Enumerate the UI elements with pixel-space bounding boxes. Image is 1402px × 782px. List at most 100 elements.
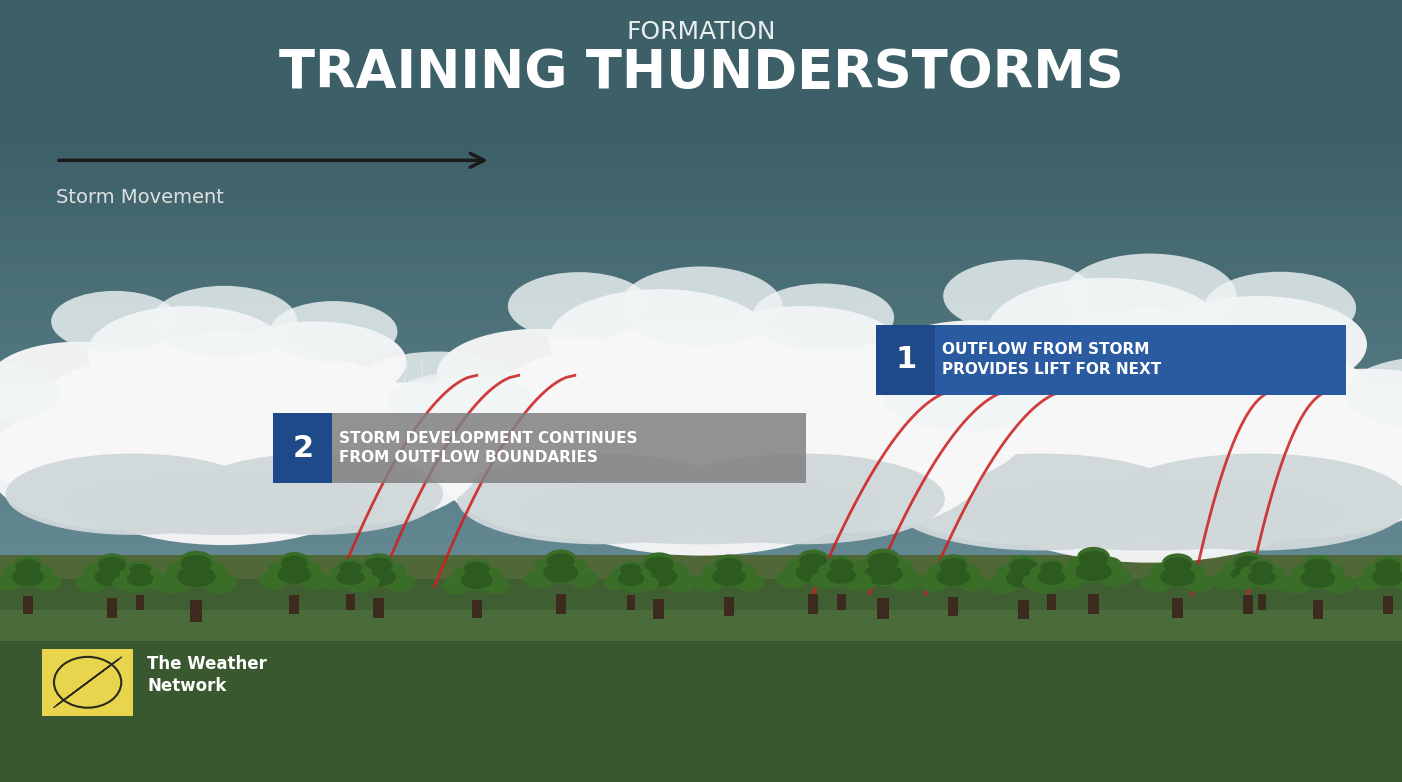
- Bar: [1258, 594, 1266, 610]
- Bar: [0, 317, 1402, 321]
- Ellipse shape: [376, 375, 620, 488]
- Text: STORM DEVELOPMENT CONTINUES
FROM OUTFLOW BOUNDARIES: STORM DEVELOPMENT CONTINUES FROM OUTFLOW…: [339, 431, 638, 465]
- Ellipse shape: [112, 576, 136, 590]
- Ellipse shape: [635, 576, 659, 590]
- Bar: [0, 769, 1402, 773]
- Bar: [723, 597, 735, 616]
- Bar: [0, 564, 1402, 567]
- Bar: [0, 596, 1402, 599]
- Ellipse shape: [181, 555, 212, 572]
- Ellipse shape: [1374, 556, 1402, 573]
- Ellipse shape: [987, 278, 1225, 387]
- Ellipse shape: [934, 562, 973, 587]
- Bar: [0, 439, 1402, 442]
- Ellipse shape: [1179, 563, 1206, 579]
- Ellipse shape: [1228, 560, 1267, 585]
- FancyBboxPatch shape: [0, 626, 1402, 782]
- Ellipse shape: [715, 558, 743, 573]
- Bar: [0, 237, 1402, 240]
- Text: TRAINING THUNDERSTORMS: TRAINING THUNDERSTORMS: [279, 47, 1123, 99]
- Ellipse shape: [1251, 561, 1273, 574]
- Ellipse shape: [294, 561, 321, 576]
- Bar: [0, 644, 1402, 647]
- Bar: [0, 756, 1402, 759]
- Ellipse shape: [6, 454, 261, 535]
- Ellipse shape: [14, 556, 42, 573]
- Ellipse shape: [1354, 573, 1384, 591]
- Ellipse shape: [174, 560, 220, 589]
- Bar: [0, 727, 1402, 730]
- Bar: [0, 263, 1402, 266]
- Bar: [0, 449, 1402, 452]
- Bar: [0, 500, 1402, 503]
- Bar: [0, 208, 1402, 211]
- Bar: [0, 779, 1402, 782]
- Bar: [948, 597, 959, 616]
- Ellipse shape: [388, 372, 534, 433]
- Bar: [0, 278, 1402, 282]
- Ellipse shape: [519, 396, 885, 555]
- Bar: [0, 705, 1402, 708]
- Ellipse shape: [179, 357, 416, 468]
- Bar: [0, 211, 1402, 214]
- Ellipse shape: [279, 552, 310, 571]
- Ellipse shape: [297, 382, 516, 484]
- Bar: [0, 759, 1402, 762]
- Bar: [0, 432, 1402, 436]
- Bar: [0, 400, 1402, 404]
- Bar: [0, 583, 1402, 586]
- Bar: [0, 673, 1402, 676]
- Ellipse shape: [712, 568, 746, 586]
- Ellipse shape: [823, 563, 859, 585]
- Ellipse shape: [259, 571, 289, 590]
- Ellipse shape: [358, 561, 400, 588]
- Ellipse shape: [1213, 571, 1242, 590]
- Bar: [0, 548, 1402, 551]
- Ellipse shape: [268, 561, 294, 576]
- Ellipse shape: [1248, 561, 1274, 576]
- Ellipse shape: [729, 563, 756, 579]
- Bar: [0, 561, 1402, 564]
- Bar: [0, 217, 1402, 221]
- Ellipse shape: [660, 454, 945, 544]
- Ellipse shape: [645, 556, 673, 572]
- Ellipse shape: [129, 564, 151, 576]
- Ellipse shape: [1052, 566, 1074, 579]
- Ellipse shape: [637, 561, 681, 588]
- Bar: [0, 554, 1402, 558]
- Bar: [0, 744, 1402, 747]
- Ellipse shape: [1150, 393, 1402, 538]
- Ellipse shape: [701, 306, 904, 396]
- Ellipse shape: [782, 375, 1026, 488]
- Ellipse shape: [621, 572, 653, 593]
- Text: The Weather
Network: The Weather Network: [147, 655, 268, 695]
- Ellipse shape: [641, 566, 677, 586]
- Bar: [0, 423, 1402, 426]
- Bar: [0, 394, 1402, 397]
- Ellipse shape: [953, 393, 1345, 563]
- Bar: [0, 289, 1402, 292]
- Bar: [0, 628, 1402, 631]
- Ellipse shape: [1323, 575, 1354, 594]
- Bar: [0, 327, 1402, 330]
- Bar: [0, 339, 1402, 343]
- Bar: [0, 715, 1402, 718]
- Ellipse shape: [1164, 557, 1192, 572]
- Bar: [0, 324, 1402, 327]
- Ellipse shape: [938, 554, 969, 573]
- Ellipse shape: [1262, 566, 1284, 579]
- Bar: [0, 503, 1402, 506]
- Bar: [0, 638, 1402, 641]
- Bar: [0, 676, 1402, 680]
- Bar: [0, 260, 1402, 263]
- Ellipse shape: [1290, 565, 1316, 580]
- Ellipse shape: [735, 573, 764, 592]
- Bar: [0, 269, 1402, 272]
- Ellipse shape: [1106, 454, 1402, 551]
- Bar: [837, 594, 845, 610]
- Ellipse shape: [826, 567, 855, 583]
- Bar: [0, 741, 1402, 744]
- Bar: [0, 506, 1402, 510]
- Bar: [0, 458, 1402, 461]
- FancyBboxPatch shape: [42, 649, 133, 716]
